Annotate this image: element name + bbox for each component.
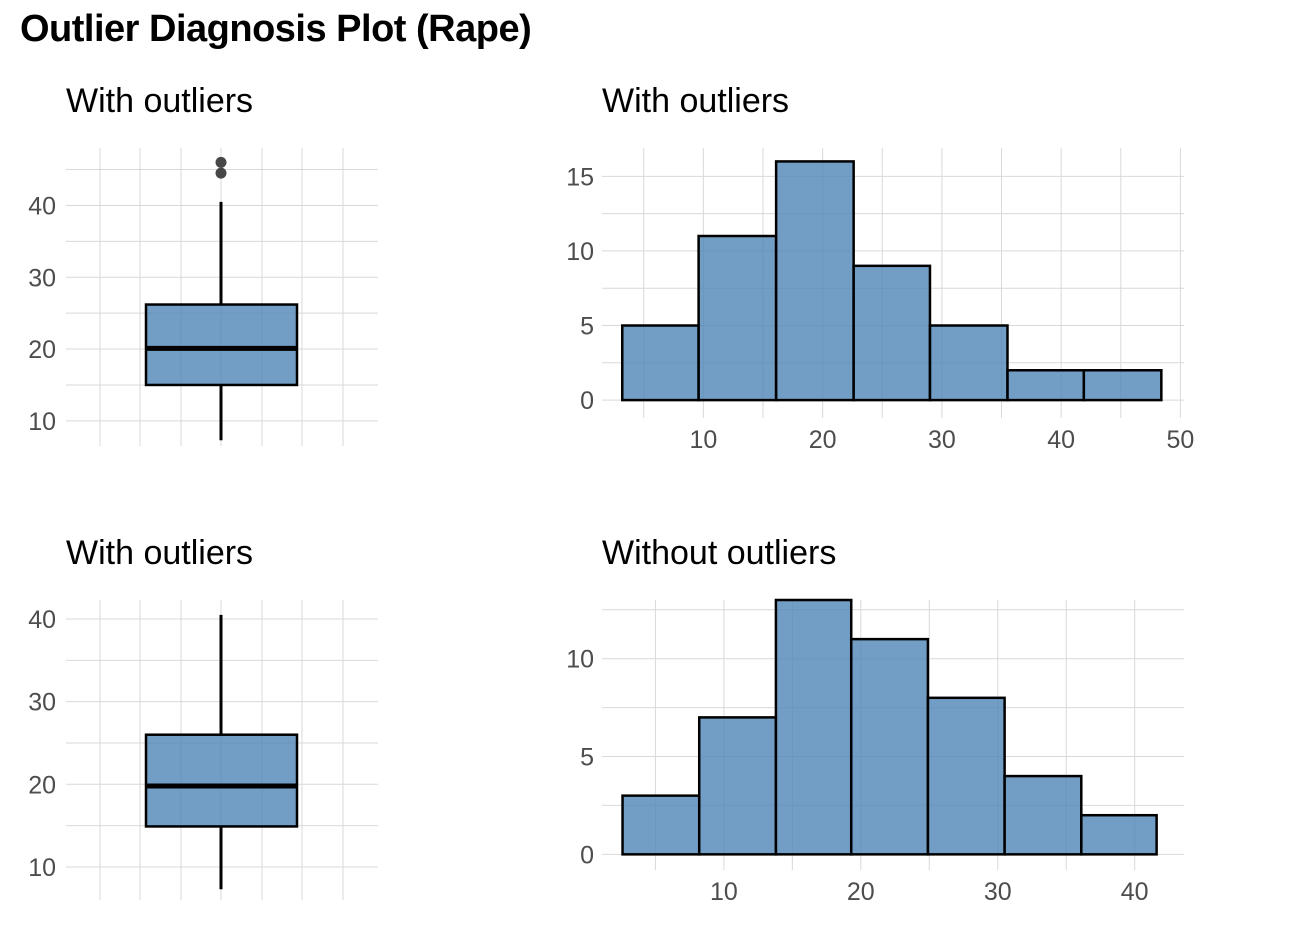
y-tick-label: 20 <box>28 336 56 364</box>
box-iqr <box>144 733 299 828</box>
y-tick-label: 10 <box>566 646 594 674</box>
x-tick-label: 40 <box>1047 426 1075 454</box>
histogram-bar <box>621 794 701 856</box>
histogram-bar <box>697 234 778 402</box>
histogram-bar <box>852 264 932 402</box>
y-tick-label: 40 <box>28 606 56 634</box>
histogram-bar <box>621 324 700 402</box>
histogram-bar <box>774 598 853 856</box>
histogram-bar <box>928 324 1009 402</box>
y-tick-label: 15 <box>566 163 594 191</box>
panel-1: With outliers 10 20 30 40 <box>28 82 378 446</box>
x-tick-label: 10 <box>689 426 717 454</box>
histogram-bar <box>849 637 930 856</box>
figure-title: Outlier Diagnosis Plot (Rape) <box>20 8 532 50</box>
panel-3: With outliers 10 20 30 40 <box>28 534 378 900</box>
box-iqr <box>144 303 299 387</box>
x-tick-label: 40 <box>1121 878 1149 906</box>
y-tick-label: 10 <box>566 238 594 266</box>
y-tick-label: 30 <box>28 689 56 717</box>
y-tick-label: 0 <box>580 841 594 869</box>
y-tick-label: 40 <box>28 192 56 220</box>
histogram-bar <box>774 160 855 402</box>
histogram-bar <box>1082 369 1163 402</box>
panel-2: With outliers 0 5 10 15 10 20 30 40 50 <box>566 82 1194 454</box>
y-tick-label: 20 <box>28 771 56 799</box>
outlier-point <box>215 156 227 168</box>
x-tick-label: 20 <box>809 426 837 454</box>
y-tick-label: 10 <box>28 408 56 436</box>
histogram-bar <box>926 696 1006 856</box>
x-tick-label: 30 <box>984 878 1012 906</box>
y-tick-label: 5 <box>580 313 594 341</box>
x-tick-label: 20 <box>847 878 875 906</box>
x-tick-label: 50 <box>1167 426 1195 454</box>
panel-4: Without outliers 0 5 10 10 20 30 40 <box>566 534 1184 906</box>
x-tick-label: 10 <box>710 878 738 906</box>
panel-title: With outliers <box>66 534 253 572</box>
y-tick-label: 0 <box>580 387 594 415</box>
y-tick-label: 30 <box>28 264 56 292</box>
histogram-bar <box>1003 774 1083 856</box>
histogram-bar <box>1006 369 1086 402</box>
panel-title: With outliers <box>602 82 789 120</box>
histogram-bar <box>697 716 778 856</box>
histogram-bar <box>1080 813 1158 856</box>
y-tick-label: 10 <box>28 854 56 882</box>
x-tick-label: 30 <box>928 426 956 454</box>
panel-title: Without outliers <box>602 534 836 572</box>
outlier-point <box>215 167 227 179</box>
y-tick-label: 5 <box>580 744 594 772</box>
panel-title: With outliers <box>66 82 253 120</box>
